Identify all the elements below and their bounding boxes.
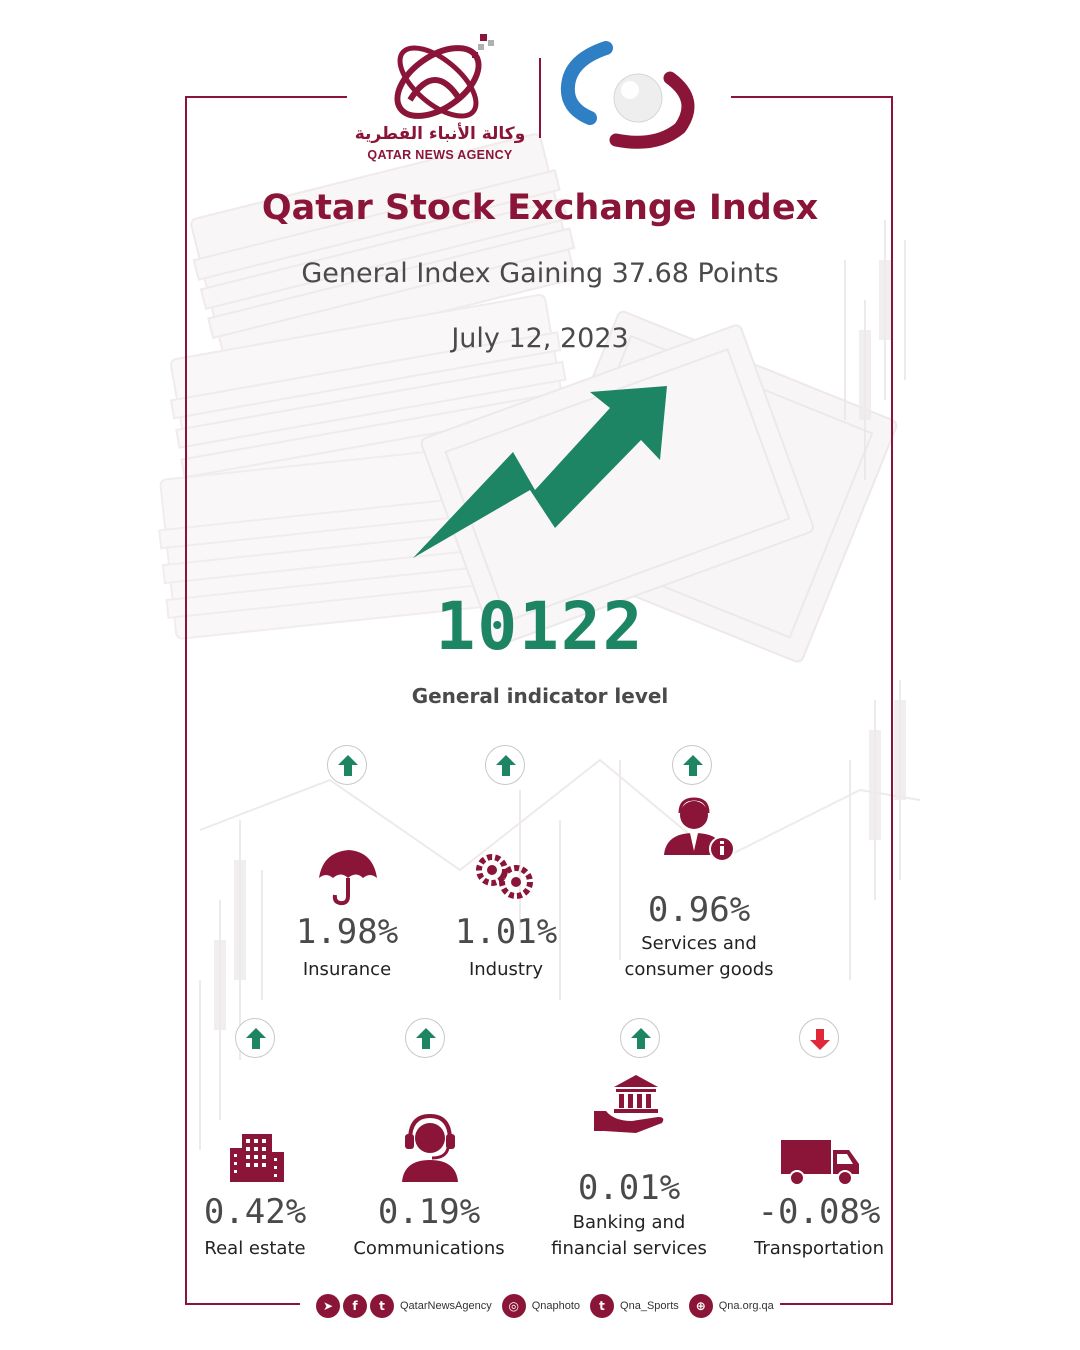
banking-label-line2: financial services bbox=[551, 1238, 707, 1259]
industry-trend-indicator bbox=[485, 745, 525, 785]
gears-icon bbox=[476, 854, 533, 899]
arrow-up-icon bbox=[416, 1028, 436, 1049]
communications-label: Communications bbox=[353, 1238, 505, 1259]
globe-icon[interactable]: ⊕ bbox=[688, 1294, 713, 1318]
transportation-label: Transportation bbox=[754, 1238, 884, 1259]
frame-top-left-line bbox=[185, 96, 347, 98]
instagram-icon[interactable]: ◎ bbox=[501, 1294, 526, 1318]
insurance-label: Insurance bbox=[302, 959, 392, 980]
communications-trend-indicator bbox=[405, 1018, 445, 1058]
building-icon bbox=[230, 1134, 284, 1182]
services-change: 0.96% bbox=[647, 890, 751, 930]
facebook-icon[interactable]: f bbox=[343, 1294, 367, 1318]
general-index-value: 10122 bbox=[435, 588, 645, 665]
banking-trend-indicator bbox=[620, 1018, 660, 1058]
bank-hand-icon bbox=[594, 1075, 664, 1133]
frame-bottom-gap bbox=[300, 1295, 780, 1317]
arrow-up-icon bbox=[338, 755, 358, 776]
services-label-line2: consumer goods bbox=[624, 959, 774, 980]
arrow-down-icon bbox=[810, 1029, 830, 1050]
arrow-up-icon bbox=[631, 1028, 651, 1049]
banking-change: 0.01% bbox=[577, 1168, 681, 1208]
real-estate-change: 0.42% bbox=[203, 1192, 307, 1232]
services-label: Services and consumer goods bbox=[579, 931, 819, 983]
qna-emblem-icon bbox=[394, 34, 494, 119]
communications-change: 0.19% bbox=[377, 1192, 481, 1232]
banking-label-line1: Banking and bbox=[572, 1212, 686, 1233]
real-estate-trend-indicator bbox=[235, 1018, 275, 1058]
general-index-label: General indicator level bbox=[411, 684, 669, 708]
partner-emblem-icon bbox=[560, 41, 695, 149]
logo-arabic-text: وكالة الأنباء القطرية bbox=[354, 124, 526, 144]
page-title: Qatar Stock Exchange Index bbox=[261, 188, 819, 228]
arrow-up-icon bbox=[246, 1028, 266, 1049]
transportation-change: -0.08% bbox=[757, 1192, 881, 1232]
twitter-icon[interactable]: t bbox=[370, 1294, 394, 1318]
handle-sports[interactable]: Qna_Sports bbox=[620, 1300, 679, 1312]
headset-icon bbox=[402, 1113, 458, 1182]
arrow-up-icon bbox=[683, 755, 703, 776]
transportation-trend-indicator bbox=[799, 1018, 839, 1058]
banking-label: Banking and financial services bbox=[509, 1210, 749, 1262]
logo-divider bbox=[539, 58, 541, 138]
telegram-icon[interactable]: ➤ bbox=[316, 1294, 340, 1318]
handle-main[interactable]: QatarNewsAgency bbox=[400, 1300, 492, 1312]
insurance-trend-indicator bbox=[327, 745, 367, 785]
report-date: July 12, 2023 bbox=[451, 323, 629, 354]
social-footer: ➤ f t QatarNewsAgency ◎ Qnaphoto t Qna_S… bbox=[316, 1293, 784, 1319]
services-label-line1: Services and bbox=[641, 933, 757, 954]
umbrella-icon bbox=[319, 850, 377, 906]
truck-icon bbox=[781, 1140, 859, 1186]
handle-photo[interactable]: Qnaphoto bbox=[531, 1300, 581, 1312]
website-link[interactable]: Qna.org.qa bbox=[718, 1300, 774, 1312]
real-estate-label: Real estate bbox=[204, 1238, 306, 1259]
insurance-change: 1.98% bbox=[295, 912, 399, 952]
industry-label: Industry bbox=[468, 959, 544, 980]
page-subtitle: General Index Gaining 37.68 Points bbox=[301, 258, 779, 289]
trend-up-arrow-icon bbox=[413, 386, 667, 558]
services-trend-indicator bbox=[672, 745, 712, 785]
logo-english-text: QATAR NEWS AGENCY bbox=[367, 148, 513, 162]
twitter-sports-icon[interactable]: t bbox=[590, 1294, 615, 1318]
arrow-up-icon bbox=[496, 755, 516, 776]
service-agent-icon bbox=[664, 797, 735, 862]
industry-change: 1.01% bbox=[454, 912, 558, 952]
frame-top-right-line bbox=[731, 96, 893, 98]
